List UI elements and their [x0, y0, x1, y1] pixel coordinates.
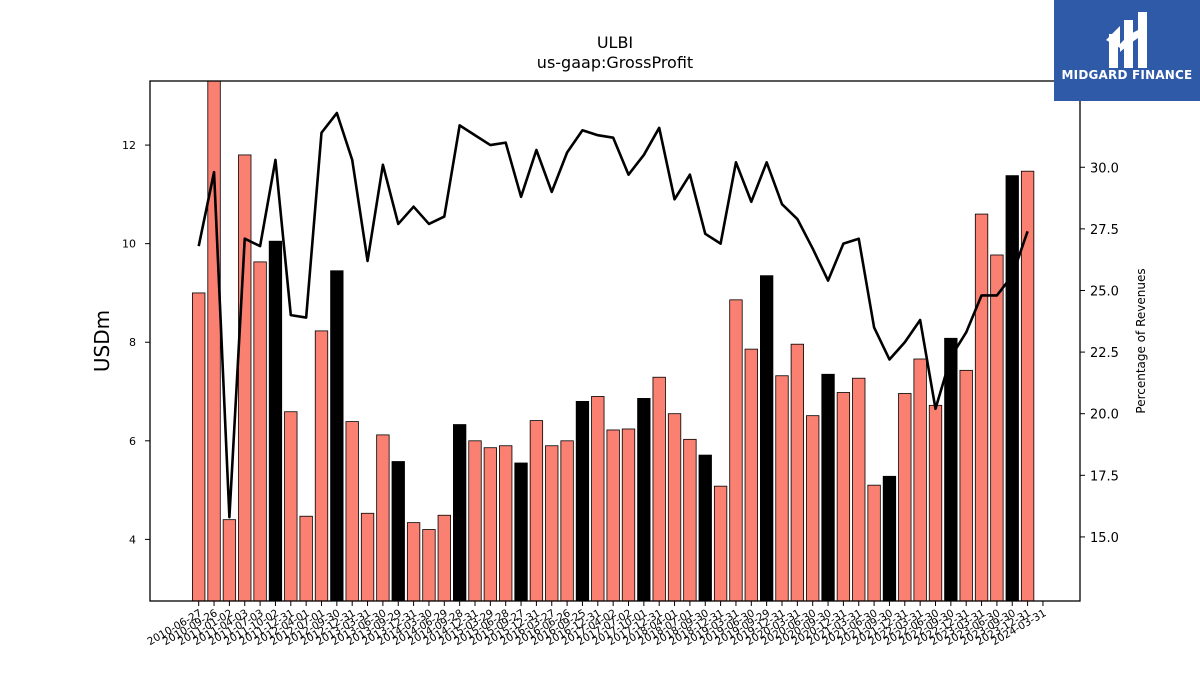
bar — [314, 330, 329, 601]
bar — [499, 445, 513, 601]
bar — [207, 81, 221, 601]
bar — [284, 411, 298, 601]
bar — [376, 434, 390, 601]
bar — [852, 377, 866, 601]
y2-tick-label: 17.5 — [1090, 469, 1119, 484]
y2-tick-label: 27.5 — [1090, 223, 1119, 238]
x-axis: 2010-06-272010-09-262011-01-022011-04-03… — [145, 601, 1048, 648]
y2-tick-label: 15.0 — [1090, 531, 1119, 546]
bar — [391, 461, 405, 601]
bar — [406, 522, 421, 601]
bar — [330, 270, 344, 601]
y2-tick-label: 22.5 — [1090, 346, 1119, 361]
y-tick-label: 4 — [129, 533, 136, 546]
y-tick-label: 10 — [122, 238, 136, 251]
y-tick-label: 8 — [129, 336, 136, 349]
y-axis-right: 15.0 17.5 20.0 22.5 25.0 27.5 30.0 — [1080, 161, 1119, 546]
bar — [683, 438, 697, 601]
bar — [345, 421, 359, 601]
bar — [253, 261, 267, 601]
logo-text: MIDGARD FINANCE — [1061, 68, 1193, 82]
bar — [867, 484, 881, 601]
y2-tick-label: 20.0 — [1090, 408, 1119, 423]
bar — [729, 299, 743, 601]
line-layer — [197, 111, 1029, 519]
chart-subtitle: us-gaap:GrossProfit — [537, 53, 693, 72]
bar — [483, 447, 498, 601]
bar — [192, 292, 206, 601]
bar — [713, 485, 728, 601]
bar — [667, 413, 682, 601]
bar — [560, 440, 574, 601]
bar — [575, 400, 590, 601]
bar — [990, 254, 1004, 601]
bar — [360, 512, 375, 601]
bar — [821, 373, 835, 601]
bar — [222, 519, 237, 601]
bar — [1005, 175, 1019, 601]
y-axis-label: USDm — [90, 310, 114, 372]
bar — [806, 415, 820, 601]
y2-tick-label: 30.0 — [1090, 161, 1119, 176]
bar — [621, 428, 636, 601]
bar — [268, 240, 283, 601]
bar — [944, 337, 958, 601]
bar — [744, 348, 758, 601]
bar — [422, 529, 436, 601]
bar — [760, 275, 774, 601]
bars-group — [192, 81, 1035, 601]
bar — [299, 515, 313, 601]
percent-line — [197, 111, 1029, 519]
bar — [882, 475, 897, 601]
bar — [514, 462, 528, 601]
bar — [913, 358, 927, 601]
bar — [790, 343, 804, 601]
bar — [898, 393, 912, 601]
bar — [698, 454, 712, 601]
bar — [928, 404, 943, 601]
logo-mark-icon — [1106, 12, 1147, 68]
bar — [452, 424, 467, 601]
bar — [974, 213, 989, 601]
bar — [637, 398, 651, 601]
chart-title: ULBI — [597, 33, 633, 52]
bar — [545, 445, 559, 601]
bar — [606, 429, 620, 601]
bar — [959, 369, 973, 601]
brand-logo: MIDGARD FINANCE — [1054, 0, 1200, 101]
bar — [468, 440, 482, 601]
y-tick-label: 6 — [129, 435, 136, 448]
bar — [437, 514, 451, 601]
bar — [591, 396, 605, 601]
y2-axis-label: Percentage of Revenues — [1134, 268, 1148, 413]
bar — [836, 392, 851, 601]
y-tick-label: 12 — [122, 139, 136, 152]
bar — [529, 420, 544, 601]
bar — [775, 375, 789, 601]
y2-tick-label: 25.0 — [1090, 284, 1119, 299]
y-axis-left: 4 6 8 10 12 — [122, 139, 150, 546]
plot-frame — [149, 80, 1081, 602]
bar — [238, 154, 252, 601]
bar — [1020, 170, 1035, 601]
bar — [652, 376, 666, 601]
